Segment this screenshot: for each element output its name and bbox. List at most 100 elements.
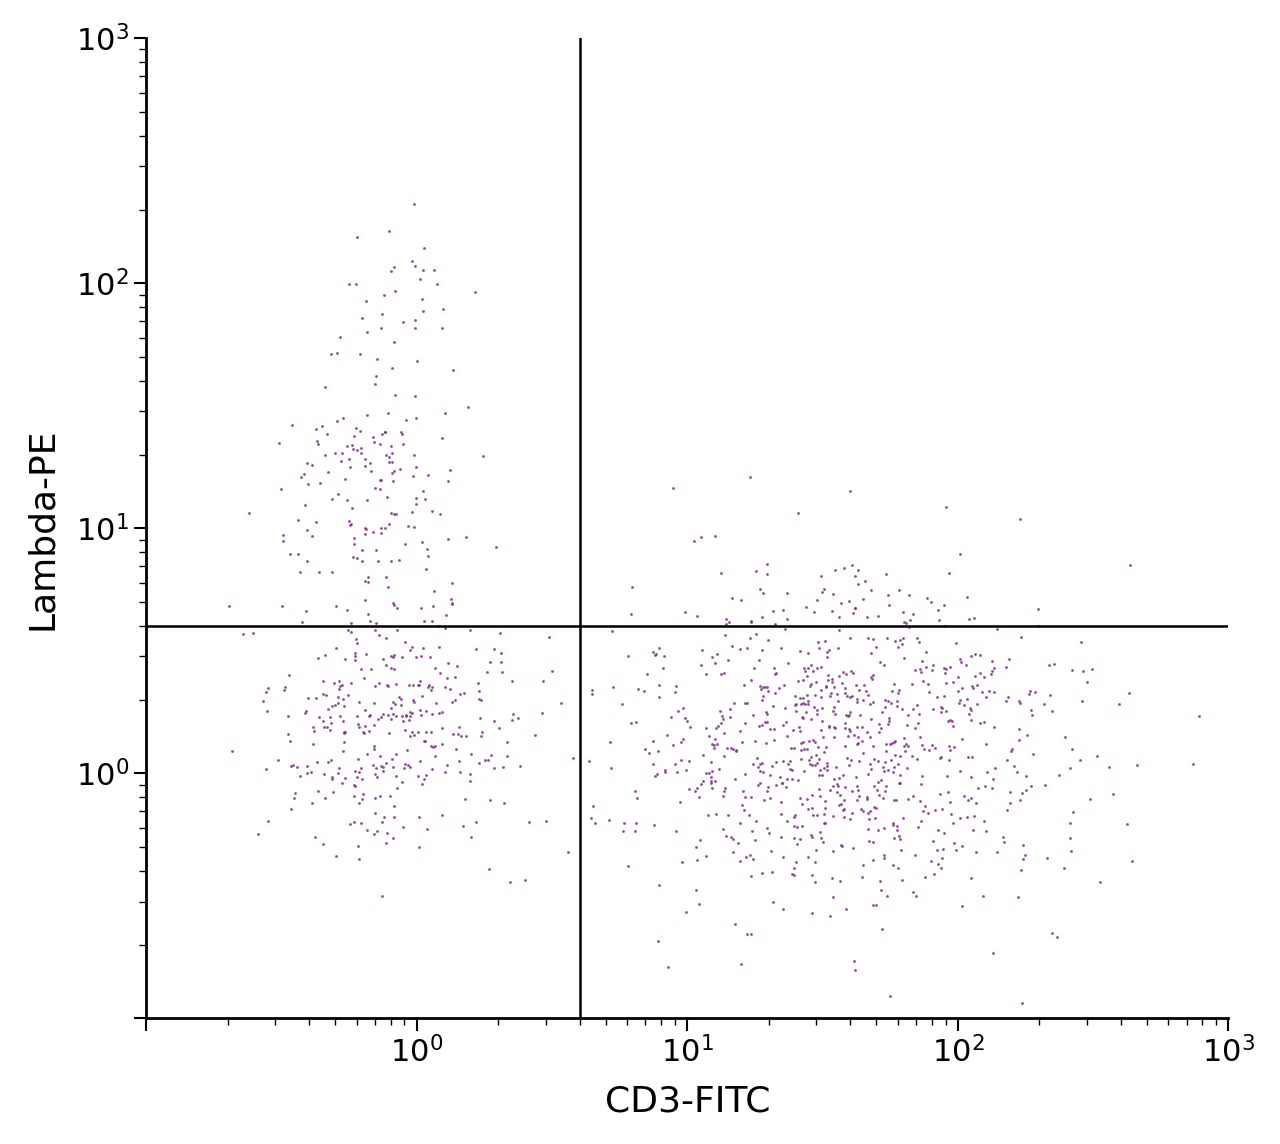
Point	[772, 900, 792, 919]
Point	[296, 764, 316, 782]
Point	[337, 437, 357, 455]
Point	[422, 596, 443, 614]
Point	[1042, 924, 1062, 943]
Point	[440, 461, 461, 479]
Point	[772, 774, 792, 793]
Point	[923, 656, 943, 674]
Point	[325, 696, 346, 714]
Point	[809, 780, 829, 799]
Point	[643, 755, 663, 773]
Point	[965, 645, 986, 664]
Point	[618, 646, 639, 665]
Point	[782, 770, 803, 788]
Point	[856, 609, 877, 627]
Point	[685, 781, 705, 800]
Point	[1011, 628, 1032, 646]
Point	[819, 718, 840, 737]
Point	[301, 763, 321, 781]
Point	[975, 734, 996, 753]
Point	[380, 659, 401, 677]
Point	[847, 690, 868, 708]
Point	[649, 876, 669, 895]
Point	[278, 725, 298, 744]
Point	[977, 762, 997, 780]
Point	[751, 641, 772, 659]
Point	[484, 639, 504, 658]
Point	[896, 716, 916, 734]
Point	[468, 690, 489, 708]
Point	[399, 702, 420, 721]
Point	[740, 866, 760, 884]
Point	[751, 864, 772, 882]
Point	[756, 555, 777, 573]
Point	[479, 791, 499, 809]
Point	[384, 462, 404, 480]
Point	[282, 416, 302, 435]
Point	[884, 746, 905, 764]
Point	[416, 701, 436, 720]
Point	[1023, 745, 1043, 763]
Point	[360, 612, 380, 630]
Point	[412, 289, 433, 308]
Point	[625, 823, 645, 841]
Point	[402, 723, 422, 741]
Point	[713, 664, 733, 682]
Point	[804, 873, 824, 891]
Point	[1060, 842, 1080, 860]
Point	[806, 591, 827, 610]
Point	[628, 680, 649, 698]
Point	[941, 805, 961, 824]
Point	[321, 714, 342, 732]
Point	[882, 815, 902, 833]
Point	[303, 722, 324, 740]
Point	[828, 769, 849, 787]
Point	[741, 672, 762, 690]
Point	[282, 800, 302, 818]
Point	[952, 680, 973, 698]
Point	[828, 621, 849, 639]
Point	[639, 744, 659, 762]
Point	[617, 857, 637, 875]
Point	[806, 754, 827, 772]
Point	[809, 786, 829, 804]
Point	[801, 675, 822, 693]
Point	[367, 350, 388, 368]
Point	[892, 871, 913, 889]
Point	[419, 676, 439, 694]
Point	[896, 758, 916, 777]
Point	[1009, 720, 1029, 738]
Point	[312, 672, 333, 690]
Point	[804, 603, 824, 621]
Point	[1012, 850, 1033, 868]
Point	[387, 598, 407, 617]
Point	[881, 987, 901, 1006]
Point	[758, 778, 778, 796]
Point	[859, 810, 879, 828]
Point	[334, 697, 355, 715]
Point	[733, 675, 754, 693]
Point	[422, 738, 443, 756]
Point	[961, 788, 982, 807]
Point	[375, 518, 396, 537]
Point	[845, 599, 865, 618]
Point	[803, 786, 823, 804]
Point	[302, 718, 323, 737]
Point	[1082, 660, 1102, 678]
Point	[393, 435, 413, 453]
Point	[404, 517, 425, 535]
Point	[370, 479, 390, 498]
Point	[799, 644, 819, 662]
Point	[813, 765, 833, 784]
Point	[315, 445, 335, 463]
Point	[689, 895, 709, 913]
Point	[745, 562, 765, 580]
Point	[480, 652, 500, 670]
Point	[712, 665, 732, 683]
Point	[724, 770, 745, 788]
Point	[858, 820, 878, 839]
Point	[709, 701, 730, 720]
Point	[874, 691, 895, 709]
Point	[343, 534, 364, 553]
Point	[860, 696, 881, 714]
Point	[1055, 728, 1075, 746]
